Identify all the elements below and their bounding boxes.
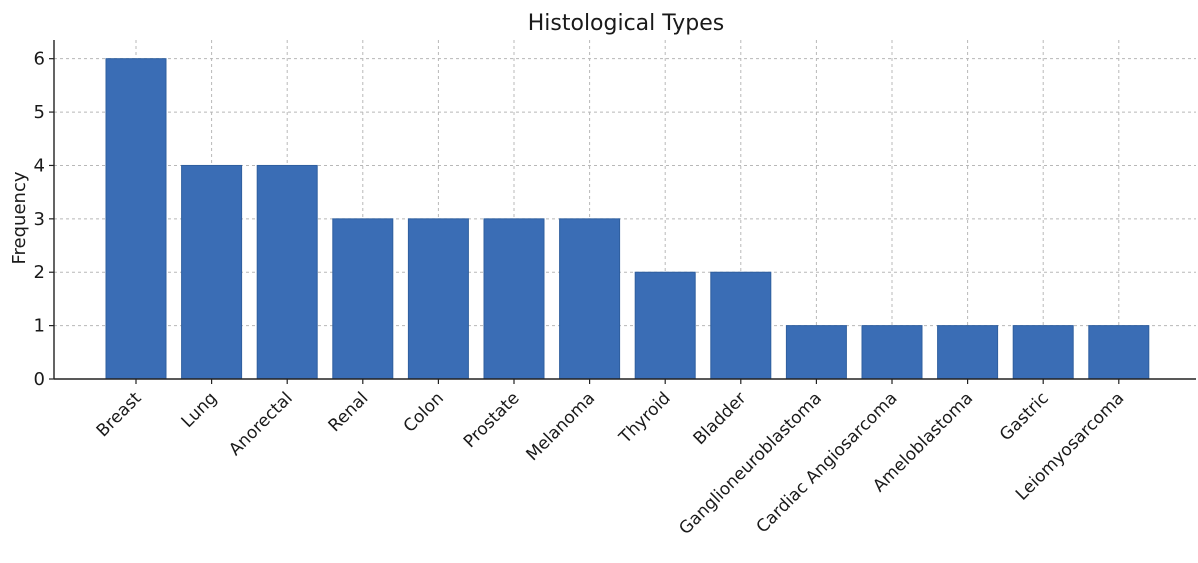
bar-prostate bbox=[483, 218, 545, 380]
bar-bladder bbox=[710, 271, 772, 380]
y-tick-label: 1 bbox=[34, 316, 45, 337]
x-tick-label: Gastric bbox=[996, 388, 1053, 445]
x-tick-label: Ganglioneuroblastoma bbox=[675, 388, 826, 539]
bar-ganglioneuroblastoma bbox=[785, 325, 847, 380]
bar-gastric bbox=[1012, 325, 1074, 380]
axes bbox=[53, 40, 1196, 380]
y-tick-label: 0 bbox=[34, 369, 45, 390]
x-tick-label: Colon bbox=[400, 388, 448, 436]
y-tick-label: 6 bbox=[34, 49, 45, 70]
bar-colon bbox=[407, 218, 469, 380]
y-tick-label: 2 bbox=[34, 262, 45, 283]
x-tick-label: Anorectal bbox=[225, 388, 296, 459]
bar-thyroid bbox=[634, 271, 696, 380]
x-tick-label: Bladder bbox=[690, 388, 751, 449]
x-tick-label: Thyroid bbox=[615, 388, 675, 448]
x-tick-label: Breast bbox=[93, 388, 146, 441]
bar-leiomyosarcoma bbox=[1088, 325, 1150, 380]
y-tick-label: 4 bbox=[34, 155, 45, 176]
x-tick-labels: Breast Lung Anorectal Renal Colon ProstateMel… bbox=[93, 379, 1128, 539]
bar-lung bbox=[181, 164, 243, 380]
x-tick-label: Melanoma bbox=[522, 388, 599, 465]
bar-cardiac-angiosarcoma bbox=[861, 325, 923, 380]
y-tick-label: 5 bbox=[34, 102, 45, 123]
bar-renal bbox=[332, 218, 394, 380]
bar-melanoma bbox=[559, 218, 621, 380]
bar-ameloblastoma bbox=[937, 325, 999, 380]
y-axis-label: Frequency bbox=[9, 171, 30, 264]
x-tick-label: Renal bbox=[325, 388, 373, 436]
y-ticks: 0 1 2 3 4 5 6 bbox=[34, 49, 54, 390]
x-tick-label: Cardiac Angiosarcoma bbox=[753, 388, 902, 537]
y-tick-label: 3 bbox=[34, 209, 45, 230]
bars bbox=[105, 58, 1150, 380]
x-tick-label: Lung bbox=[178, 388, 221, 431]
grid bbox=[54, 40, 1196, 379]
bar-anorectal bbox=[256, 164, 318, 380]
x-tick-label: Prostate bbox=[460, 388, 524, 452]
chart-title: Histological Types bbox=[528, 11, 725, 36]
bar-breast bbox=[105, 58, 167, 380]
